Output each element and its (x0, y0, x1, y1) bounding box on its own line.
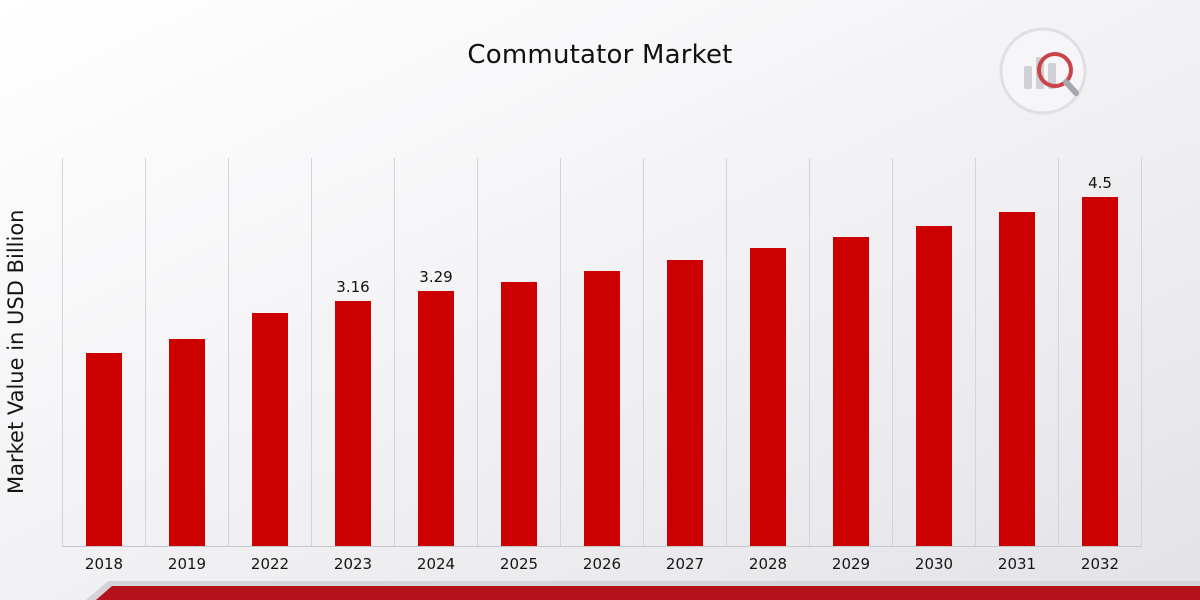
x-tick-label: 2019 (167, 555, 207, 573)
x-tick-label: 2026 (582, 555, 622, 573)
chart-column: 2019 (145, 158, 228, 573)
x-tick-label: 2022 (250, 555, 290, 573)
chart-column: 2022 (228, 158, 311, 573)
chart-column: 4.5 2032 (1058, 158, 1142, 573)
x-tick-label: 2018 (84, 555, 124, 573)
x-tick-label: 2031 (997, 555, 1037, 573)
x-tick-label: 2027 (665, 555, 705, 573)
bar (335, 300, 371, 546)
bar (252, 313, 288, 546)
chart-column: 2018 (62, 158, 145, 573)
bar (169, 338, 205, 546)
bar (750, 248, 786, 546)
bar (916, 225, 952, 546)
bar-value-label: 4.5 (1088, 173, 1112, 192)
chart-column: 3.29 2024 (394, 158, 477, 573)
mrfr-logo (998, 26, 1088, 116)
chart-column: 2030 (892, 158, 975, 573)
logo-icon (999, 27, 1087, 115)
chart-title: Commutator Market (467, 40, 733, 70)
bar (667, 260, 703, 546)
bar (1082, 196, 1118, 546)
chart-column: 2028 (726, 158, 809, 573)
x-tick-label: 2029 (831, 555, 871, 573)
x-tick-label: 2032 (1080, 555, 1120, 573)
bar (86, 352, 122, 546)
chart-column: 2025 (477, 158, 560, 573)
bar (501, 282, 537, 546)
bar-value-label: 3.29 (419, 267, 453, 286)
chart-column: 2026 (560, 158, 643, 573)
plot-area: 2018 2019 2022 3.16 2023 3.29 2024 2025 2026 2027… (62, 158, 1142, 573)
x-tick-label: 2025 (499, 555, 539, 573)
x-tick-label: 2024 (416, 555, 456, 573)
x-tick-label: 2023 (333, 555, 373, 573)
bar (584, 270, 620, 546)
x-tick-label: 2030 (914, 555, 954, 573)
y-axis-label: Market Value in USD Billion (4, 209, 28, 495)
x-tick-label: 2028 (748, 555, 788, 573)
bar (999, 211, 1035, 546)
chart-column: 2031 (975, 158, 1058, 573)
bar (833, 237, 869, 546)
footer-stripe-red (96, 586, 1200, 600)
chart-column: 2027 (643, 158, 726, 573)
chart-column: 2029 (809, 158, 892, 573)
bar (418, 290, 454, 546)
bar-value-label: 3.16 (336, 277, 370, 296)
chart-column: 3.16 2023 (311, 158, 394, 573)
